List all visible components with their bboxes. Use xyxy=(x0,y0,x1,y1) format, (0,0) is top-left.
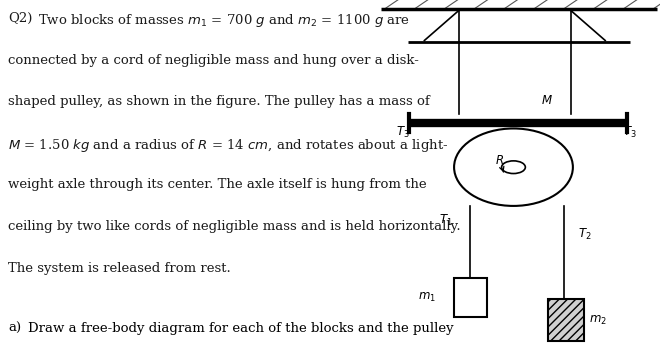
Text: $T_3$: $T_3$ xyxy=(396,125,409,139)
Text: Two blocks of masses $m_1$ = 700 $g$ and $m_2$ = 1100 $g$ are: Two blocks of masses $m_1$ = 700 $g$ and… xyxy=(38,12,410,29)
Text: shaped pulley, as shown in the figure. The pulley has a mass of: shaped pulley, as shown in the figure. T… xyxy=(8,95,430,108)
Text: $M$: $M$ xyxy=(541,94,553,107)
Text: $T_3$: $T_3$ xyxy=(624,125,637,139)
Text: $T_1$: $T_1$ xyxy=(439,213,453,227)
Text: a): a) xyxy=(8,322,21,335)
Text: $T_2$: $T_2$ xyxy=(578,227,591,241)
Text: Q2): Q2) xyxy=(8,12,32,25)
Text: connected by a cord of negligible mass and hung over a disk-: connected by a cord of negligible mass a… xyxy=(8,54,419,67)
Text: Draw a free-body diagram for each of the blocks and the pulley: Draw a free-body diagram for each of the… xyxy=(28,322,453,335)
Text: $R$: $R$ xyxy=(495,154,504,172)
Text: $m_1$: $m_1$ xyxy=(418,291,436,304)
Bar xyxy=(454,278,487,317)
Bar xyxy=(548,299,584,341)
Text: ceiling by two like cords of negligible mass and is held horizontally.: ceiling by two like cords of negligible … xyxy=(8,220,461,233)
Text: The system is released from rest.: The system is released from rest. xyxy=(8,262,231,275)
Text: $m_2$: $m_2$ xyxy=(589,314,607,327)
Text: weight axle through its center. The axle itself is hung from the: weight axle through its center. The axle… xyxy=(8,178,426,191)
Text: $M$ = 1.50 $kg$ and a radius of $R$ = 14 $cm$, and rotates about a light-: $M$ = 1.50 $kg$ and a radius of $R$ = 14… xyxy=(8,137,448,154)
